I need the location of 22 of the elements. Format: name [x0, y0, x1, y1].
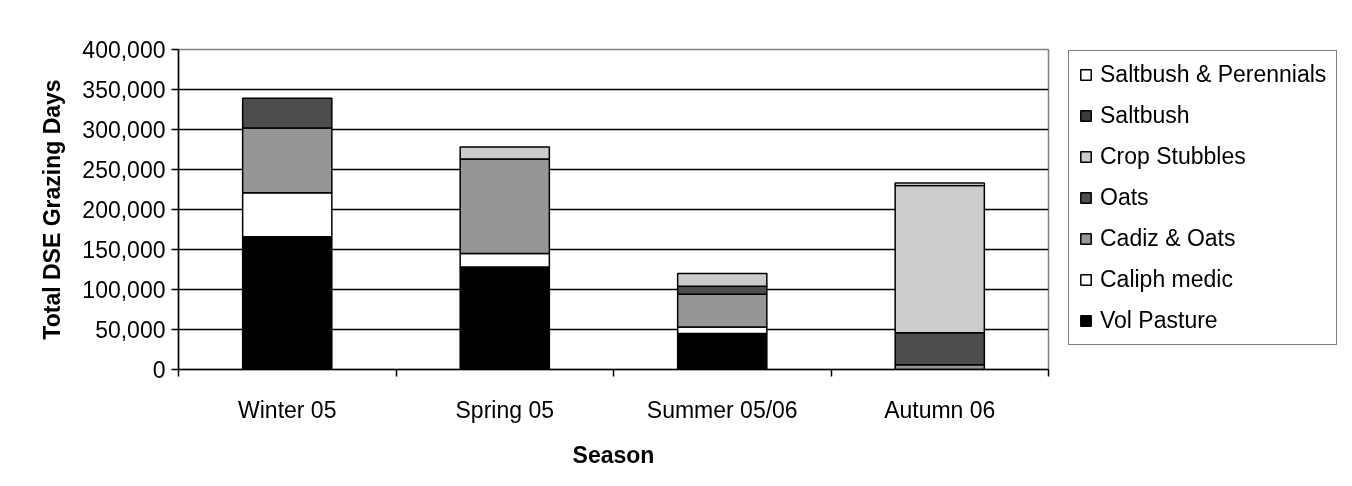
legend-label: Oats: [1100, 184, 1149, 211]
y-tick-label: 250,000: [82, 157, 166, 183]
legend-label: Caliph medic: [1100, 266, 1233, 293]
legend-label: Cadiz & Oats: [1100, 225, 1236, 252]
y-tick-label: 0: [152, 357, 166, 383]
legend-label: Saltbush & Perennials: [1100, 61, 1327, 88]
x-tick-label: Summer 05/06: [646, 396, 798, 423]
y-tick-label: 100,000: [82, 277, 166, 303]
y-tick-label: 300,000: [82, 117, 166, 143]
x-tick-label: Autumn 06: [884, 396, 996, 423]
x-tick-label: Winter 05: [238, 396, 337, 423]
legend-label: Saltbush: [1100, 102, 1190, 129]
x-tick-label: Spring 05: [455, 396, 554, 423]
y-tick-label: 150,000: [82, 237, 166, 263]
legend-label: Vol Pasture: [1100, 307, 1218, 334]
x-axis-title: Season: [572, 441, 655, 468]
y-tick-label: 50,000: [95, 317, 166, 343]
y-tick-label: 200,000: [82, 197, 166, 223]
y-tick-label: 400,000: [82, 37, 166, 63]
y-axis-title: Total DSE Grazing Days: [39, 79, 66, 340]
legend-label: Crop Stubbles: [1100, 143, 1246, 170]
y-tick-label: 350,000: [82, 77, 166, 103]
